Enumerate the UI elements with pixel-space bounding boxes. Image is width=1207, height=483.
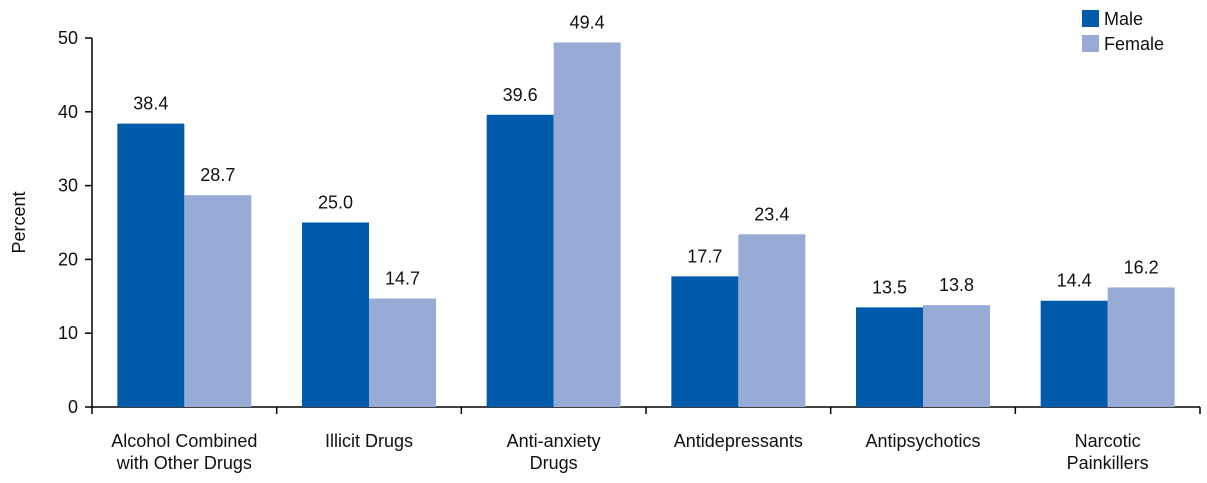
- legend: Male Female: [1082, 9, 1164, 54]
- legend-swatch-male: [1082, 10, 1099, 27]
- bar-male: [486, 114, 554, 407]
- x-tick-label: Antipsychotics: [865, 431, 980, 451]
- y-axis-title: Percent: [9, 191, 29, 253]
- data-label: 14.7: [385, 269, 420, 289]
- bar-male: [671, 276, 739, 407]
- data-label: 16.2: [1124, 257, 1159, 277]
- bar-female: [1107, 287, 1175, 407]
- data-label: 38.4: [133, 94, 168, 114]
- bar-male: [302, 222, 369, 407]
- y-tick-label: 20: [58, 249, 78, 269]
- bar-female: [369, 298, 436, 407]
- y-tick-label: 30: [58, 176, 78, 196]
- data-label: 13.5: [872, 277, 907, 297]
- legend-label: Female: [1104, 34, 1164, 54]
- y-tick-label: 10: [58, 323, 78, 343]
- legend-label: Male: [1104, 9, 1143, 29]
- data-label: 28.7: [200, 165, 235, 185]
- y-tick-label: 0: [68, 397, 78, 417]
- data-label: 23.4: [754, 204, 789, 224]
- x-tick-label: Illicit Drugs: [325, 431, 413, 451]
- x-tick-label: Antidepressants: [674, 431, 803, 451]
- value-labels: 38.4 28.7 25.0 14.7 39.6 49.4 17.7 23.4 13.5 13.8…: [133, 12, 1158, 297]
- bar-male: [117, 123, 185, 407]
- bar-male: [1040, 300, 1108, 407]
- data-label: 39.6: [503, 85, 538, 105]
- x-tick-label: Alcohol Combined with Other Drugs: [111, 431, 257, 473]
- data-label: 49.4: [570, 12, 605, 32]
- x-tick-label: Anti-anxiety Drugs: [507, 431, 601, 473]
- bar-female: [738, 234, 806, 407]
- bars: [117, 42, 1175, 407]
- x-tick-label: Narcotic Painkillers: [1067, 431, 1149, 473]
- bar-male: [856, 307, 923, 407]
- y-tick-label: 40: [58, 102, 78, 122]
- data-label: 17.7: [687, 246, 722, 266]
- bar-female: [553, 42, 621, 407]
- data-label: 25.0: [318, 193, 353, 213]
- category-labels: Alcohol Combined with Other Drugs Illicit …: [111, 431, 1148, 473]
- data-label: 13.8: [939, 275, 974, 295]
- bar-female: [923, 305, 990, 407]
- y-tick-label: 50: [58, 28, 78, 48]
- data-label: 14.4: [1057, 271, 1092, 291]
- axes: 0 10 20 30 40 50: [58, 28, 1201, 417]
- bar-female: [184, 195, 252, 407]
- legend-swatch-female: [1082, 35, 1099, 52]
